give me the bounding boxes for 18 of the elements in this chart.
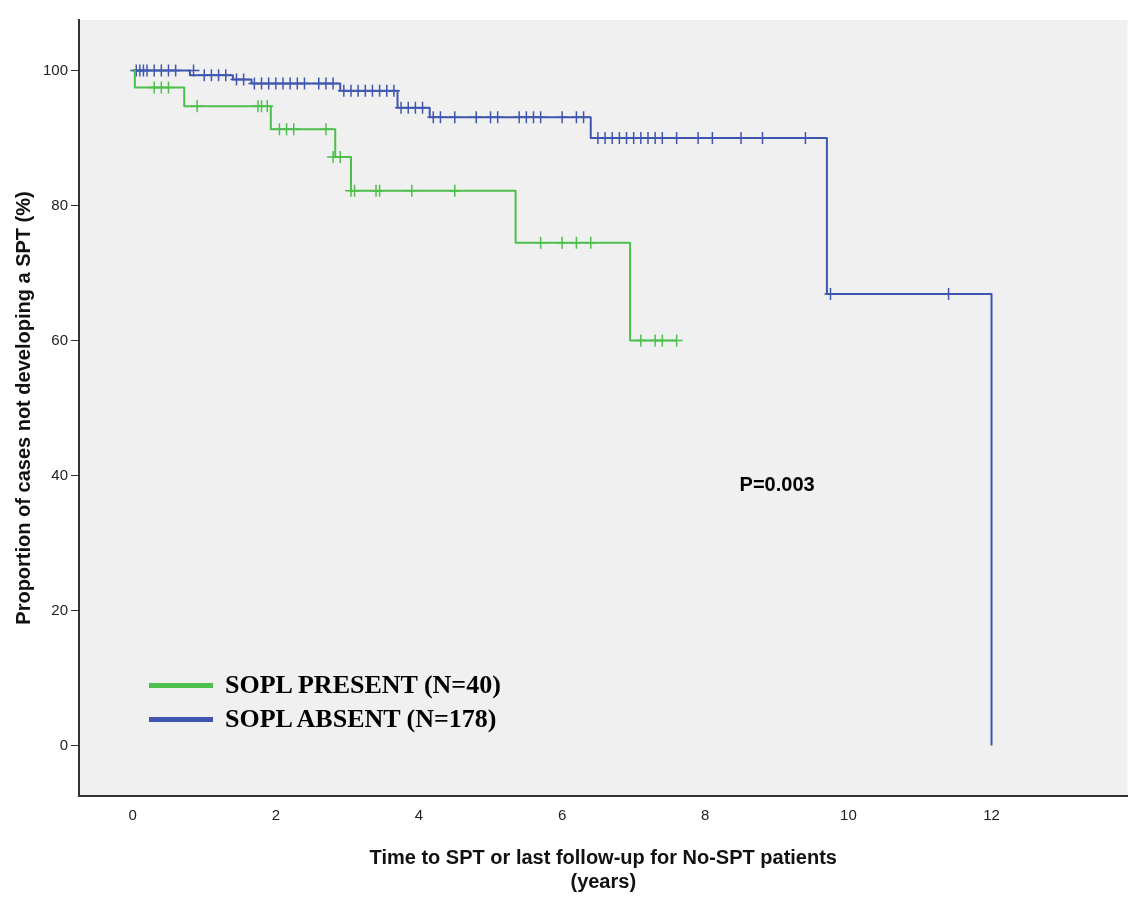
x-tick-label: 0 — [128, 806, 137, 824]
x-tick-label: 12 — [983, 806, 1000, 824]
annotation: P=0.003 — [739, 473, 815, 496]
x-tick-label: 4 — [414, 806, 424, 824]
y-tick-label: 0 — [59, 735, 69, 753]
x-tick-label: 2 — [271, 806, 281, 824]
y-axis-title: Proportion of cases not developing a SPT (%) — [11, 191, 34, 625]
y-tick-label: 40 — [51, 465, 69, 483]
legend-label: SOPL PRESENT (N=40) — [225, 670, 501, 700]
x-tick-label: 10 — [840, 806, 857, 824]
x-tick-label: 8 — [701, 806, 710, 824]
y-tick-label: 80 — [51, 195, 69, 213]
x-axis-title: Time to SPT or last follow-up for No-SPT patients (years) — [369, 845, 837, 892]
x-tick-label: 6 — [557, 806, 567, 824]
y-tick-label: 100 — [43, 60, 69, 78]
y-tick-label: 20 — [51, 600, 69, 618]
y-tick-label: 60 — [51, 330, 69, 348]
legend-label: SOPL ABSENT (N=178) — [225, 704, 497, 734]
